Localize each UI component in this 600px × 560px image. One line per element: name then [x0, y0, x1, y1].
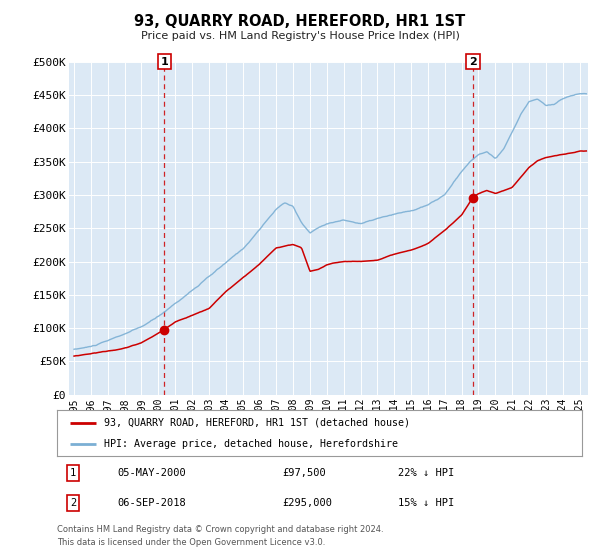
Text: HPI: Average price, detached house, Herefordshire: HPI: Average price, detached house, Here… [104, 439, 398, 449]
Text: 22% ↓ HPI: 22% ↓ HPI [398, 468, 455, 478]
Text: 05-MAY-2000: 05-MAY-2000 [118, 468, 186, 478]
Text: £97,500: £97,500 [283, 468, 326, 478]
Text: 1: 1 [160, 57, 168, 67]
Text: 15% ↓ HPI: 15% ↓ HPI [398, 498, 455, 508]
Text: 06-SEP-2018: 06-SEP-2018 [118, 498, 186, 508]
Text: Contains HM Land Registry data © Crown copyright and database right 2024.: Contains HM Land Registry data © Crown c… [57, 525, 383, 534]
Text: 2: 2 [70, 498, 76, 508]
Text: 1: 1 [70, 468, 76, 478]
Text: 2: 2 [469, 57, 477, 67]
Text: 93, QUARRY ROAD, HEREFORD, HR1 1ST (detached house): 93, QUARRY ROAD, HEREFORD, HR1 1ST (deta… [104, 418, 410, 428]
Text: Price paid vs. HM Land Registry's House Price Index (HPI): Price paid vs. HM Land Registry's House … [140, 31, 460, 41]
Text: This data is licensed under the Open Government Licence v3.0.: This data is licensed under the Open Gov… [57, 538, 325, 547]
Text: £295,000: £295,000 [283, 498, 333, 508]
Text: 93, QUARRY ROAD, HEREFORD, HR1 1ST: 93, QUARRY ROAD, HEREFORD, HR1 1ST [134, 14, 466, 29]
